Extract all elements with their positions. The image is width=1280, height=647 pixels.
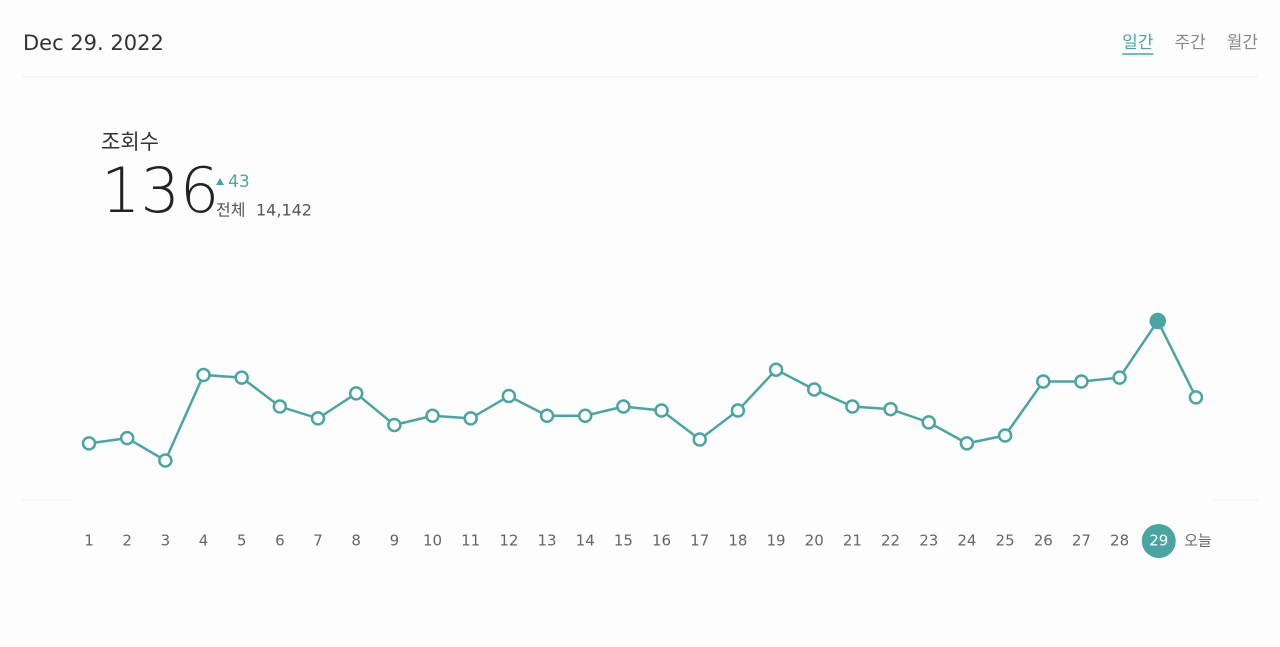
point [577, 408, 593, 424]
point [921, 415, 936, 430]
total-label: 전체 [216, 201, 245, 220]
point [692, 432, 707, 447]
x-tick-label[interactable]: 23 [919, 532, 938, 550]
x-tick-label[interactable]: 26 [1034, 532, 1053, 550]
x-tick-label[interactable]: 21 [843, 532, 862, 550]
point [1149, 312, 1167, 330]
point [463, 411, 478, 426]
point [539, 408, 555, 424]
x-tick-label[interactable]: 29 [1149, 532, 1168, 550]
point [234, 370, 249, 385]
point [501, 388, 517, 404]
point [158, 453, 173, 468]
x-tick-label[interactable]: 4 [199, 532, 209, 550]
point [616, 399, 631, 414]
point [768, 362, 784, 377]
x-tick-label[interactable]: 6 [275, 532, 285, 550]
x-tick-label[interactable]: 10 [423, 532, 442, 550]
date-title: Dec 29. 2022 [23, 31, 164, 55]
x-tick-label[interactable]: 13 [537, 532, 556, 550]
x-tick-label[interactable]: 오늘 [1184, 532, 1212, 550]
point [272, 399, 288, 414]
point [119, 430, 135, 446]
point [1074, 374, 1089, 389]
point [883, 401, 898, 417]
x-tick-label[interactable]: 14 [576, 532, 595, 550]
tab[interactable]: 월간 [1227, 33, 1259, 53]
x-tick-label[interactable]: 12 [499, 532, 518, 550]
point [997, 428, 1013, 443]
point [310, 411, 326, 426]
point [654, 403, 669, 418]
total-value: 14,142 [256, 201, 312, 220]
line [88, 318, 1198, 463]
tab[interactable]: 일간 [1122, 33, 1154, 53]
point [387, 417, 402, 433]
x-tick-label[interactable]: 20 [805, 532, 824, 550]
x-tick-label[interactable]: 2 [122, 532, 132, 550]
point [730, 403, 746, 418]
x-tick-label[interactable]: 28 [1110, 532, 1129, 550]
point [806, 382, 822, 397]
selected-day [1141, 524, 1176, 558]
up-arrow [216, 178, 224, 185]
point [1036, 374, 1051, 389]
point [81, 436, 97, 451]
x-tick-label[interactable]: 17 [690, 532, 709, 550]
x-tick-label[interactable]: 25 [996, 532, 1015, 550]
tabs: 월간 주간 일간 [1122, 33, 1259, 55]
x-tick-label[interactable]: 7 [313, 532, 323, 550]
point [196, 367, 211, 383]
x-tick-label[interactable]: 5 [237, 532, 247, 550]
point [845, 399, 860, 414]
point [959, 436, 975, 451]
metric-change: 43 [228, 172, 250, 192]
x-tick-label[interactable]: 11 [461, 532, 480, 550]
metric-value: 136 [101, 154, 219, 227]
x-tick-label[interactable]: 27 [1072, 532, 1091, 550]
point [348, 386, 364, 401]
x-tick-label[interactable]: 18 [728, 532, 747, 550]
x-tick-label[interactable]: 16 [652, 532, 671, 550]
x-tick-label[interactable]: 22 [881, 532, 900, 550]
x-tick-label[interactable]: 1 [84, 532, 94, 550]
x-tick-label[interactable]: 15 [614, 532, 633, 550]
point [1112, 370, 1127, 385]
point [425, 408, 440, 424]
metric-label: 조회수 [101, 130, 159, 154]
x-tick-label[interactable]: 9 [390, 532, 400, 550]
chart: 1 2 3 4 5 6 7 8 9 10 11 12 13 14 15 16 17 18 19 20 21 22 23 24 2… [81, 312, 1212, 558]
x-tick-label[interactable]: 3 [161, 532, 171, 550]
x-tick-label[interactable]: 19 [767, 532, 786, 550]
tab[interactable]: 주간 [1174, 33, 1206, 53]
x-tick-label[interactable]: 24 [957, 532, 976, 550]
point [1188, 390, 1204, 405]
x-tick-label[interactable]: 8 [351, 532, 361, 550]
